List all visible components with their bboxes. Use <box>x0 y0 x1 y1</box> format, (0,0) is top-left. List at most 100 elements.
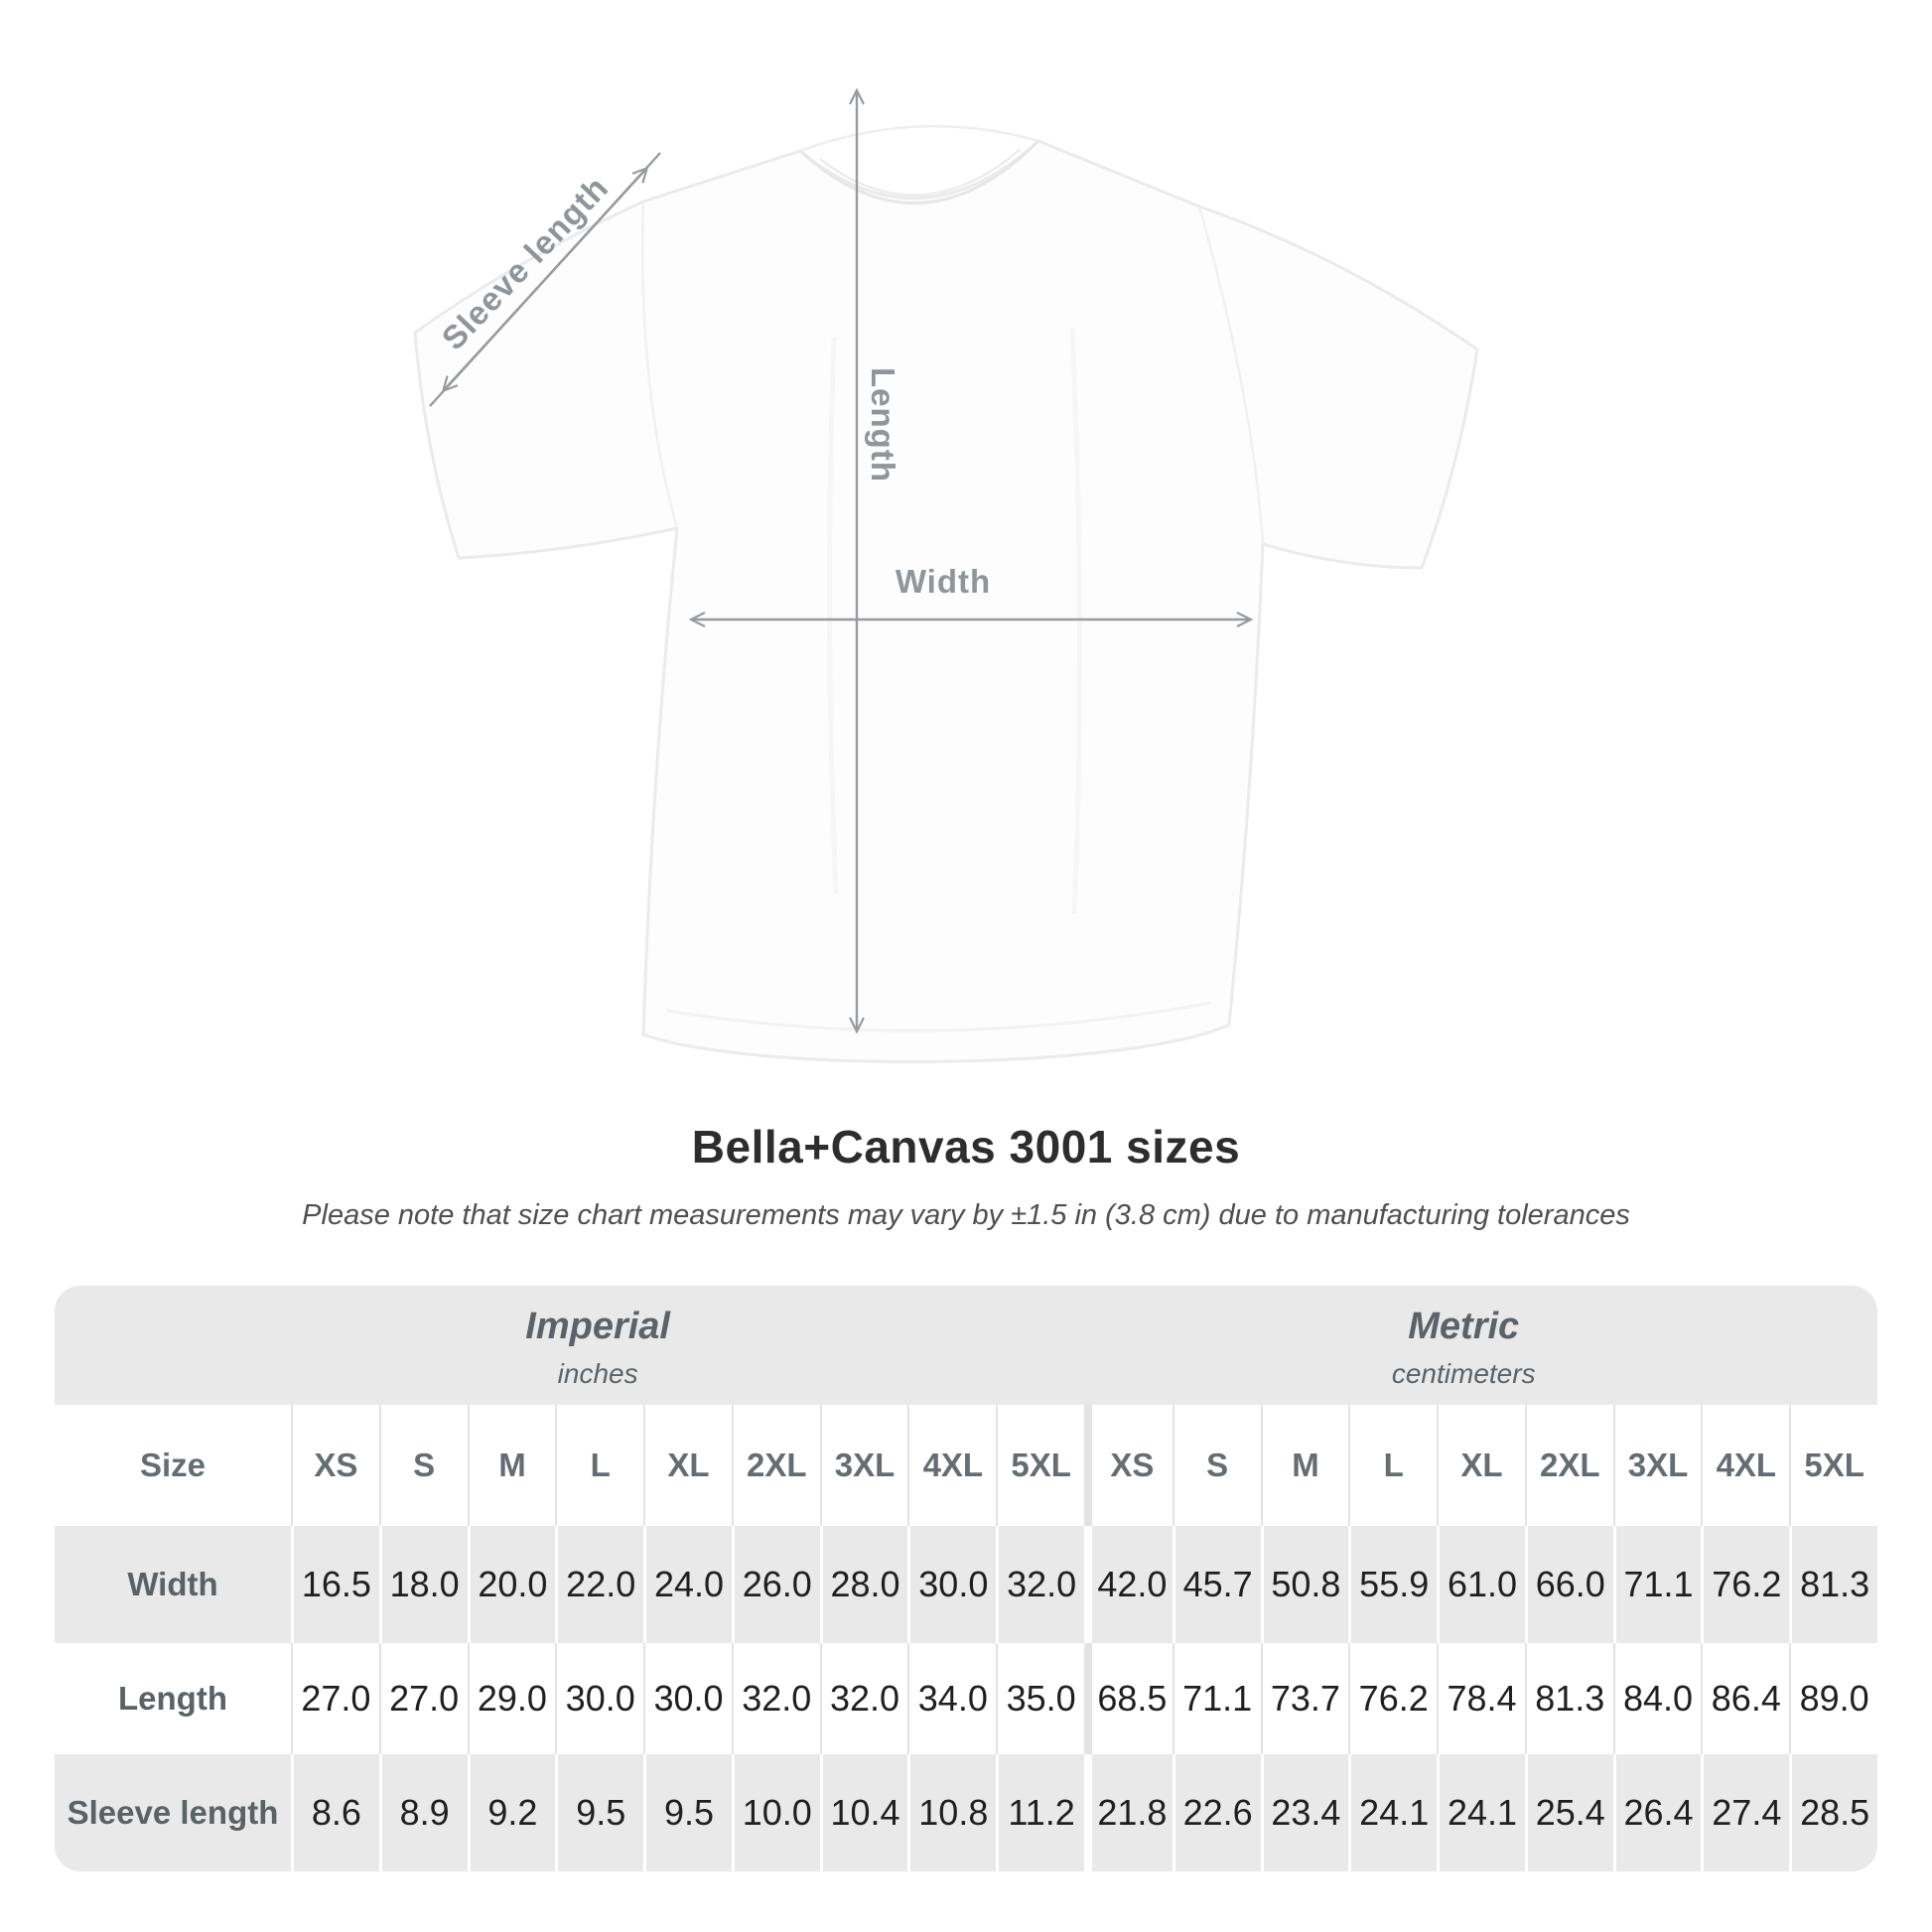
size-column-header: Size <box>55 1405 291 1526</box>
col-header-metric-xl: XL <box>1437 1405 1525 1526</box>
col-header-imperial-3xl: 3XL <box>819 1405 908 1526</box>
length-imperial-2xl: 32.0 <box>731 1643 820 1754</box>
width-metric-m: 50.8 <box>1260 1526 1349 1643</box>
sleeve-metric-5xl: 28.5 <box>1789 1754 1877 1871</box>
col-header-imperial-xl: XL <box>643 1405 732 1526</box>
width-imperial-3xl: 28.0 <box>819 1526 908 1643</box>
table-row-sleeve-length: Sleeve length 8.6 8.9 9.2 9.5 9.5 10.0 1… <box>55 1754 1877 1871</box>
width-imperial-s: 18.0 <box>378 1526 468 1643</box>
length-metric-3xl: 84.0 <box>1612 1643 1702 1754</box>
col-header-imperial-4xl: 4XL <box>907 1405 997 1526</box>
sleeve-imperial-2xl: 10.0 <box>731 1754 820 1871</box>
width-imperial-2xl: 26.0 <box>731 1526 820 1643</box>
hem-stitch-line <box>666 1001 1212 1033</box>
col-header-metric-m: M <box>1260 1405 1349 1526</box>
width-metric-2xl: 66.0 <box>1524 1526 1613 1643</box>
col-header-metric-2xl: 2XL <box>1524 1405 1613 1526</box>
width-metric-xl: 61.0 <box>1437 1526 1525 1643</box>
length-metric-2xl: 81.3 <box>1524 1643 1613 1754</box>
sleeve-metric-3xl: 26.4 <box>1612 1754 1702 1871</box>
size-header-row: Size XS S M L XL 2XL 3XL 4XL 5XL XS S M … <box>55 1405 1877 1526</box>
length-imperial-xs: 27.0 <box>291 1643 379 1754</box>
col-header-metric-s: S <box>1172 1405 1261 1526</box>
col-header-metric-l: L <box>1348 1405 1438 1526</box>
length-metric-xl: 78.4 <box>1437 1643 1525 1754</box>
length-metric-xs: 68.5 <box>1084 1643 1173 1754</box>
width-imperial-l: 22.0 <box>555 1526 644 1643</box>
metric-group-title: Metric <box>1408 1306 1520 1347</box>
row-label-sleeve-length: Sleeve length <box>55 1754 291 1871</box>
row-label-width: Width <box>55 1526 291 1643</box>
sleeve-length-arrow <box>444 169 646 390</box>
sleeve-imperial-5xl: 11.2 <box>996 1754 1084 1871</box>
page-title: Bella+Canvas 3001 sizes <box>691 1121 1241 1173</box>
table-row-width: Width 16.5 18.0 20.0 22.0 24.0 26.0 28.0… <box>55 1526 1877 1643</box>
right-sleeve-seam <box>1197 206 1265 545</box>
sleeve-imperial-xs: 8.6 <box>291 1754 379 1871</box>
length-metric-4xl: 86.4 <box>1701 1643 1790 1754</box>
metric-group-unit: centimeters <box>1391 1358 1536 1389</box>
page-subtitle: Please note that size chart measurements… <box>302 1199 1630 1231</box>
collar-inner-line <box>819 148 1022 197</box>
col-header-imperial-m: M <box>467 1405 556 1526</box>
width-metric-4xl: 76.2 <box>1701 1526 1790 1643</box>
fold-shadow-right <box>1069 327 1083 914</box>
tshirt-graphic <box>413 0 1479 1063</box>
width-metric-l: 55.9 <box>1348 1526 1438 1643</box>
sleeve-metric-4xl: 27.4 <box>1701 1754 1790 1871</box>
title-block: Bella+Canvas 3001 sizes Please note that… <box>0 1120 1932 1232</box>
col-header-metric-5xl: 5XL <box>1789 1405 1877 1526</box>
unit-group-header: Imperial inches Metric centimeters <box>55 1286 1877 1405</box>
col-header-metric-4xl: 4XL <box>1701 1405 1790 1526</box>
length-imperial-m: 29.0 <box>467 1643 556 1754</box>
width-imperial-m: 20.0 <box>467 1526 556 1643</box>
collar-outer-line <box>798 139 1040 205</box>
sleeve-imperial-3xl: 10.4 <box>819 1754 908 1871</box>
col-header-metric-3xl: 3XL <box>1612 1405 1702 1526</box>
length-imperial-4xl: 34.0 <box>907 1643 997 1754</box>
sleeve-imperial-xl: 9.5 <box>643 1754 732 1871</box>
width-imperial-4xl: 30.0 <box>907 1526 997 1643</box>
length-label: Length <box>865 367 901 483</box>
length-imperial-l: 30.0 <box>555 1643 644 1754</box>
width-metric-3xl: 71.1 <box>1612 1526 1702 1643</box>
imperial-group-title: Imperial <box>525 1306 670 1347</box>
col-header-imperial-2xl: 2XL <box>731 1405 820 1526</box>
collar-back-line <box>799 124 1039 153</box>
size-table: Imperial inches Metric centimeters Size … <box>55 1286 1877 1871</box>
width-label: Width <box>895 563 992 600</box>
sleeve-imperial-s: 8.9 <box>378 1754 468 1871</box>
sleeve-metric-l: 24.1 <box>1348 1754 1438 1871</box>
col-header-imperial-5xl: 5XL <box>996 1405 1084 1526</box>
col-header-imperial-s: S <box>378 1405 468 1526</box>
sleeve-metric-xs: 21.8 <box>1084 1754 1173 1871</box>
sleeve-imperial-4xl: 10.8 <box>907 1754 997 1871</box>
width-imperial-xs: 16.5 <box>291 1526 379 1643</box>
sleeve-imperial-m: 9.2 <box>467 1754 556 1871</box>
imperial-group-header: Imperial inches <box>525 1306 670 1390</box>
width-imperial-xl: 24.0 <box>643 1526 732 1643</box>
table-row-length: Length 27.0 27.0 29.0 30.0 30.0 32.0 32.… <box>55 1643 1877 1754</box>
length-imperial-xl: 30.0 <box>643 1643 732 1754</box>
imperial-group-unit: inches <box>557 1358 638 1389</box>
sleeve-metric-s: 22.6 <box>1172 1754 1261 1871</box>
sleeve-metric-xl: 24.1 <box>1437 1754 1525 1871</box>
col-header-metric-xs: XS <box>1084 1405 1173 1526</box>
length-imperial-5xl: 35.0 <box>996 1643 1084 1754</box>
length-metric-l: 76.2 <box>1348 1643 1438 1754</box>
width-metric-xs: 42.0 <box>1084 1526 1173 1643</box>
width-imperial-5xl: 32.0 <box>996 1526 1084 1643</box>
col-header-imperial-xs: XS <box>291 1405 379 1526</box>
metric-group-header: Metric centimeters <box>1392 1306 1536 1390</box>
width-metric-s: 45.7 <box>1172 1526 1261 1643</box>
tshirt-measurement-diagram: Sleeve length Length Width <box>413 0 1479 1063</box>
length-metric-s: 71.1 <box>1172 1643 1261 1754</box>
length-imperial-s: 27.0 <box>378 1643 468 1754</box>
length-imperial-3xl: 32.0 <box>819 1643 908 1754</box>
sleeve-imperial-l: 9.5 <box>555 1754 644 1871</box>
width-metric-5xl: 81.3 <box>1789 1526 1877 1643</box>
tshirt-silhouette <box>413 124 1479 1063</box>
sleeve-metric-2xl: 25.4 <box>1524 1754 1613 1871</box>
col-header-imperial-l: L <box>555 1405 644 1526</box>
sleeve-metric-m: 23.4 <box>1260 1754 1349 1871</box>
